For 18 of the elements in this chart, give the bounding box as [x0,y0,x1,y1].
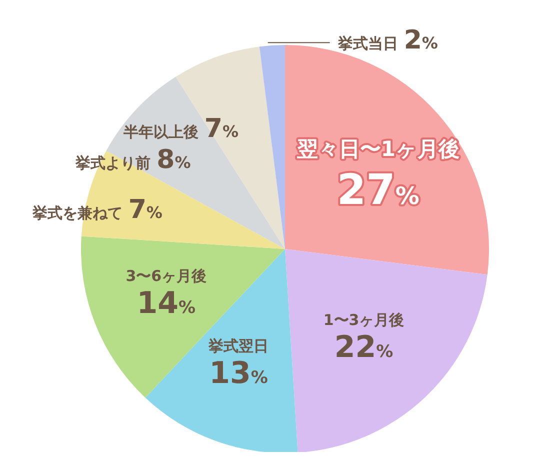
pie-slice [81,236,285,398]
data-label: 13% [209,356,268,392]
slice-label: 3〜6ヶ月後 [126,267,207,286]
data-label: 7% [128,194,162,225]
slice-label: 挙式翌日 [208,337,269,356]
data-label: 14% [136,286,196,322]
slice-label: 半年以上後 [123,122,198,141]
slice-label: 翌々日〜1ヶ月後 [296,136,460,161]
data-label: 22% [334,330,394,366]
data-label: 2% [404,26,438,56]
pie-slice [285,249,488,452]
data-label: 8% [156,145,191,176]
pie-slice [259,45,285,249]
slice-label: 1〜3ヶ月後 [323,311,404,330]
slice-label: 挙式当日 [338,34,398,53]
data-label: 27% [336,164,420,214]
pie-slice [106,76,285,249]
data-label: 7% [204,114,239,144]
